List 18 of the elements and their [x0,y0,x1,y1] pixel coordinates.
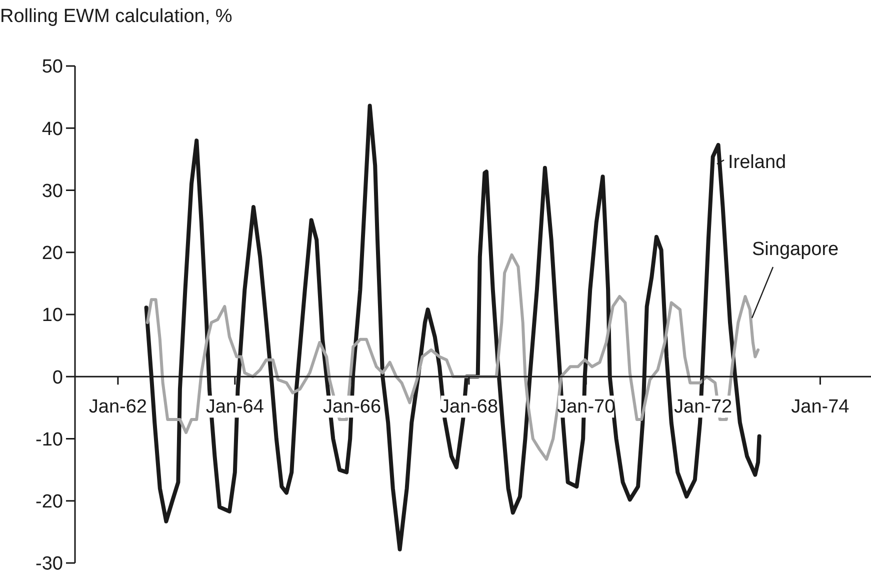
x-tick-label: Jan-62 [88,396,147,418]
series-label: Singapore [752,239,839,260]
y-tick-label: 40 [42,118,63,140]
y-tick-label: -10 [36,429,63,450]
y-tick-label: 50 [42,56,63,78]
y-tick-label: 0 [52,367,63,388]
y-tick-label: -20 [36,492,63,513]
x-tick-label: Jan-68 [440,396,498,418]
x-tick-label: Jan-66 [322,396,382,418]
x-tick-label: Jan-72 [674,396,732,418]
y-tick-label: 20 [42,243,63,264]
x-tick-label: Jan-74 [791,396,850,418]
y-axis-title: Rolling EWM calculation, % [0,6,232,27]
legend-label: Ireland [728,152,786,173]
x-tick-label: Jan-64 [206,396,264,418]
y-tick-label: 30 [42,180,63,202]
y-tick-label: 10 [42,305,63,326]
y-tick-label: -30 [36,554,63,570]
